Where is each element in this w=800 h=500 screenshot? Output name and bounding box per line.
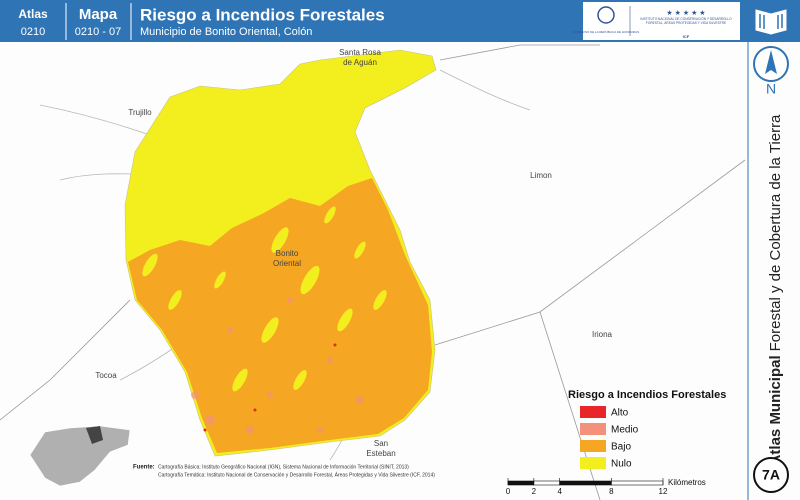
series-title: Atlas Municipal Forestal y de Cobertura d… [767,114,784,465]
risk-map [124,49,437,457]
zone-nulo-patch [293,370,307,390]
source-label: Fuente: [133,465,155,471]
sheet-label: 7A [762,467,780,483]
scale-segment [611,480,664,486]
book-lines [759,14,783,29]
zone-alto-patch [203,428,207,432]
map-code: 0210 - 07 [75,26,121,38]
logo-right-box: INSTITUTO NACIONAL DE CONSERVACIÓN Y DES… [640,17,732,25]
legend: Riesgo a Incendios Forestales Alto Medio Ba… [568,389,726,470]
logo-stars: ★ ★ ★ ★ ★ [666,9,705,17]
inset-map [29,425,131,487]
place-label: Limon [530,171,552,180]
map-label: Mapa [79,6,118,23]
map-subtitle: Municipio de Bonito Oriental, Colón [140,26,312,38]
series-rest: Forestal y de Cobertura de la Tierra [767,114,784,351]
legend-swatch [580,423,606,435]
atlas-code: 0210 [21,26,45,38]
scale-tick-label: 4 [557,487,562,496]
zone-medio-patch [191,391,199,399]
scale-tick-label: 8 [609,487,614,496]
sheet-circle [753,457,789,493]
road [439,69,531,111]
boundary [439,44,600,61]
zone-nulo-patch [214,271,226,289]
zone-medio-patch [317,427,323,433]
zone-medio-patch [227,327,233,333]
scale-tick-label: 12 [659,487,668,496]
source-line: Cartografía Básica: Instituto Geográfico… [158,464,409,470]
scale-segment [533,480,560,486]
atlas-label: Atlas [18,7,48,21]
zone-nulo-patch [261,317,279,343]
north-arrow [765,50,777,74]
legend-label: Bajo [611,442,631,453]
zone-nulo-patch [300,265,320,295]
scale-segment [507,480,535,486]
place-label: San [374,439,388,448]
zone-medio-patch [287,297,293,303]
logo-right-abbr: ICF [683,34,690,39]
zone-medio-patch [327,357,333,363]
map-title: Riesgo a Incendios Forestales [140,5,385,24]
north-label: N [766,81,776,97]
zone-bajo [128,178,432,453]
zone-medio-patch [356,396,364,404]
place-label: Esteban [366,449,395,458]
zone-nulo-patch [354,241,366,259]
inset-country [29,425,131,487]
boundary [0,299,131,421]
source-line: Cartografía Temática: Instituto Nacional… [158,471,435,478]
logo-right-text: INSTITUTO NACIONAL DE CONSERVACIÓN Y DES… [640,17,732,25]
scale-segment [559,480,612,486]
zone-nulo-patch [168,290,182,310]
scale-tick-label: 0 [506,487,511,496]
logo-emblem [597,6,615,24]
series-bold: Atlas Municipal [767,355,784,465]
zone-medio-patch [205,415,215,425]
legend-swatch [580,406,606,418]
zone-nulo-patch [373,290,387,310]
zone-nulo-patch [271,227,289,253]
place-label: Tocoa [95,371,117,380]
zone-alto-patch [333,343,337,347]
zone-medio-patch [267,392,273,398]
place-label: Iriona [592,330,613,339]
place-label: de Aguán [343,58,377,67]
source: Cartografía Básica: Instituto Geográfico… [158,464,435,478]
scale-unit: Kilómetros [668,478,706,487]
inset-highlight [86,426,103,444]
place-label: Bonito [276,249,299,258]
legend-label: Medio [611,425,639,436]
zone-nulo-patch [337,308,353,332]
book-icon [755,9,787,35]
place-label: Santa Rosa [339,48,381,57]
place-label: Oriental [273,259,301,268]
legend-label: Nulo [611,459,632,470]
place-label: Trujillo [128,108,152,117]
legend-title: Riesgo a Incendios Forestales [568,389,726,401]
scale-tick-label: 2 [532,487,537,496]
legend-swatch [580,440,606,452]
zone-medio-patch [246,426,254,434]
zone-nulo-patch [142,253,158,277]
legend-swatch [580,457,606,469]
legend-label: Alto [611,408,629,419]
zone-nulo-patch [324,206,336,224]
logo-left-text: GOBIERNO DE LA REPÚBLICA DE HONDURAS [573,29,639,34]
zone-nulo-patch [232,368,248,392]
zone-alto-patch [253,408,257,412]
